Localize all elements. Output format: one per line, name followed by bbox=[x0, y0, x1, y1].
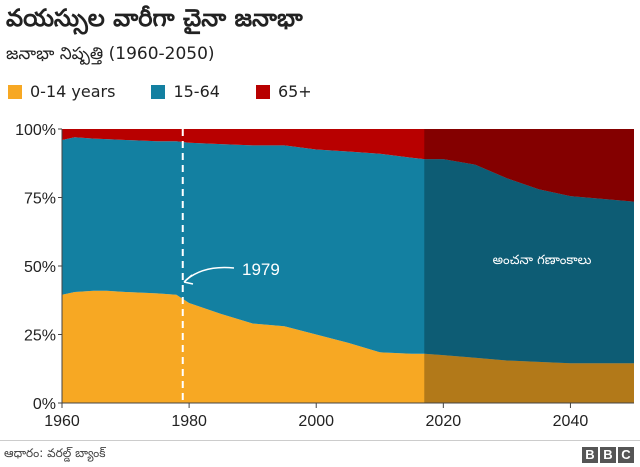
projection-label: అంచనా గణాంకాలు bbox=[493, 253, 592, 268]
y-tick-label: 25% bbox=[24, 328, 56, 345]
area-65-plus bbox=[62, 129, 634, 202]
y-tick-label: 100% bbox=[15, 122, 56, 139]
x-tick-label: 1980 bbox=[171, 413, 207, 430]
legend-label-15-64: 15-64 bbox=[173, 82, 220, 101]
footer-divider bbox=[0, 440, 640, 441]
source-note: ఆధారం: వరల్డ్ బ్యాంక్ bbox=[4, 446, 106, 460]
marker-1979-arrowhead bbox=[183, 274, 194, 285]
bbc-logo-letter-2: B bbox=[600, 447, 616, 463]
x-tick-label: 2040 bbox=[553, 413, 589, 430]
chart-title: వయస్సుల వారీగా చైనా జనాభా bbox=[6, 4, 303, 32]
area-15-64 bbox=[62, 137, 634, 364]
y-tick-label: 0% bbox=[33, 396, 56, 413]
x-tick-label: 2020 bbox=[426, 413, 462, 430]
area-0-14 bbox=[62, 290, 634, 403]
bbc-logo-letter-1: B bbox=[582, 447, 598, 463]
legend-label-65-plus: 65+ bbox=[277, 82, 312, 101]
x-tick-label: 1960 bbox=[44, 413, 80, 430]
x-tick-label: 2000 bbox=[298, 413, 334, 430]
legend-item-65-plus: 65+ bbox=[255, 82, 312, 101]
legend-item-0-14: 0-14 years bbox=[8, 82, 115, 101]
y-tick-label: 50% bbox=[24, 259, 56, 276]
legend-item-15-64: 15-64 bbox=[151, 82, 220, 101]
chart-subtitle: జనాభా నిష్పత్తి (1960-2050) bbox=[6, 44, 215, 64]
legend: 0-14 years 15-64 65+ bbox=[8, 82, 312, 101]
legend-label-0-14: 0-14 years bbox=[30, 82, 116, 101]
legend-swatch-65-plus bbox=[255, 84, 270, 99]
projection-shade bbox=[424, 129, 634, 403]
marker-1979-label: 1979 bbox=[242, 260, 280, 279]
bbc-logo: B B C bbox=[582, 447, 634, 463]
bbc-logo-letter-3: C bbox=[618, 447, 634, 463]
legend-swatch-15-64 bbox=[151, 84, 166, 99]
stacked-area-chart: అంచనా గణాంకాలు 0% 25% 50% 75% 100% 1960 1980 200… bbox=[15, 122, 634, 430]
y-tick-label: 75% bbox=[24, 191, 56, 208]
legend-swatch-0-14 bbox=[8, 84, 22, 99]
